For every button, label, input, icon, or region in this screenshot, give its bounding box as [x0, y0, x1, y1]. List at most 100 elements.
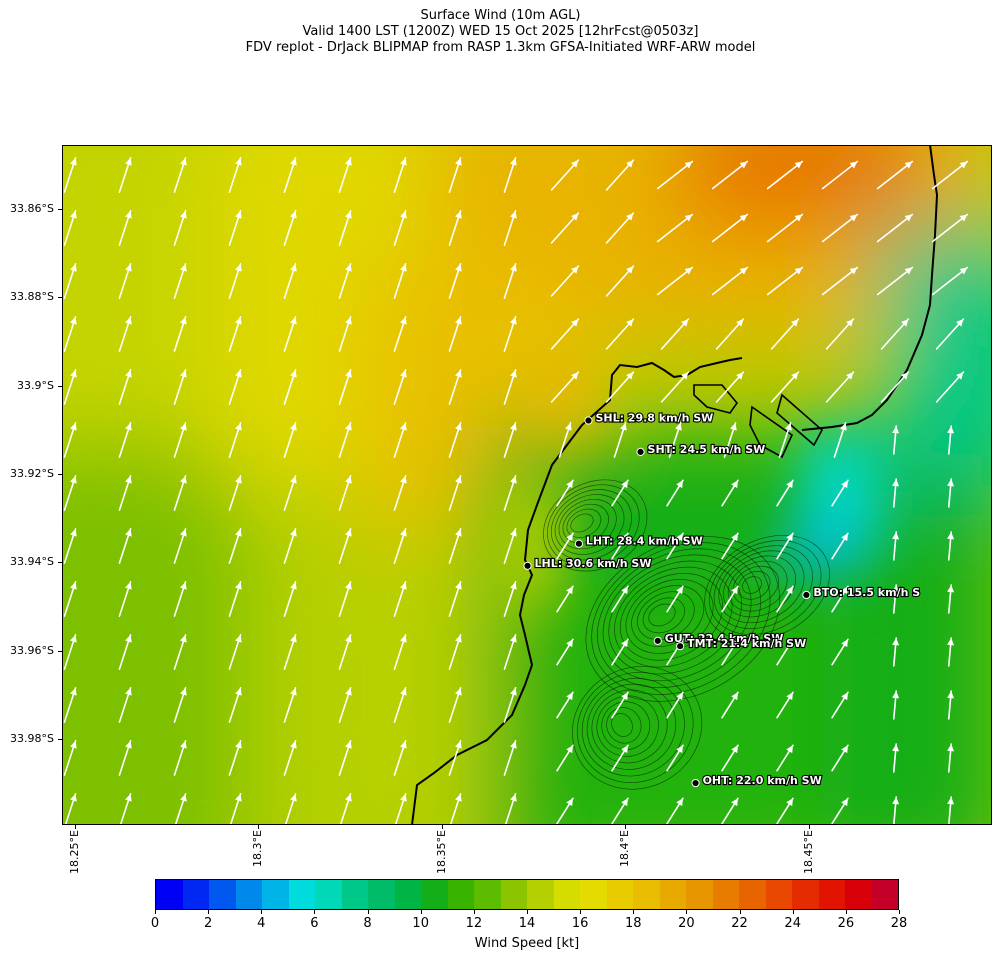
wind-arrow	[611, 479, 629, 507]
wind-arrow	[825, 318, 855, 350]
station-marker[interactable]	[653, 636, 662, 645]
station-oht[interactable]: OHT: 22.0 km/h SW	[691, 773, 823, 788]
wind-map[interactable]: SHL: 29.8 km/h SW SHT: 24.5 km/h SW LHT: 2…	[62, 145, 992, 825]
wind-arrow	[448, 422, 462, 458]
colorbar-tick-label: 10	[412, 916, 429, 931]
wind-arrow	[892, 796, 900, 825]
wind-arrow	[393, 581, 407, 617]
colorbar-tick	[580, 910, 582, 914]
wind-arrow	[550, 265, 580, 297]
station-marker[interactable]	[574, 539, 584, 548]
wind-arrow	[611, 691, 629, 719]
wind-arrow	[228, 475, 242, 511]
station-marker[interactable]	[636, 447, 645, 456]
wind-arrow	[556, 585, 574, 613]
wind-arrow	[503, 634, 517, 670]
colorbar-tick	[899, 910, 900, 914]
wind-arrow	[947, 531, 955, 561]
colorbar-swatch	[262, 880, 289, 909]
wind-arrow	[605, 265, 635, 297]
wind-arrow	[118, 157, 132, 193]
wind-arrow	[776, 479, 794, 507]
wind-arrow	[63, 316, 77, 352]
wind-arrow	[935, 371, 965, 403]
wind-arrow	[394, 793, 407, 825]
station-lhl[interactable]: LHL: 30.6 km/h SW	[523, 556, 653, 571]
wind-arrow	[766, 266, 804, 296]
station-marker[interactable]	[523, 561, 532, 570]
colorbar-tick-label: 26	[837, 916, 855, 931]
terrain-contour	[704, 534, 830, 641]
wind-arrow	[393, 687, 407, 723]
lon-tick	[258, 825, 260, 829]
lat-tick	[58, 562, 62, 564]
wind-arrow	[892, 478, 900, 508]
wind-arrow	[892, 637, 900, 667]
colorbar-tick	[739, 910, 741, 914]
wind-arrow	[338, 581, 352, 617]
station-marker[interactable]	[676, 642, 685, 651]
wind-arrow	[448, 528, 462, 564]
wind-arrow	[228, 422, 242, 458]
colorbar-tick	[314, 910, 316, 914]
wind-arrow	[338, 475, 352, 511]
wind-arrow	[776, 797, 794, 825]
colorbar-tick	[686, 910, 688, 914]
station-marker[interactable]	[584, 416, 593, 425]
colorbar-swatch	[235, 880, 262, 909]
wind-arrow	[776, 638, 794, 666]
wind-arrow	[778, 422, 792, 458]
wind-arrow	[448, 316, 462, 352]
station-gut[interactable]: GUT: 22.4 km/h SW	[653, 631, 784, 646]
wind-arrow	[605, 371, 635, 403]
station-tmt[interactable]: TMT: 21.4 km/h SW	[676, 636, 807, 651]
colorbar-swatch	[739, 880, 766, 909]
wind-arrow	[947, 796, 955, 825]
colorbar-tick-label: 2	[204, 916, 213, 931]
colorbar-swatch	[712, 880, 739, 909]
wind-arrow	[118, 369, 132, 405]
wind-arrow	[721, 797, 739, 825]
wind-arrow	[393, 634, 407, 670]
wind-arrow	[448, 210, 462, 246]
lat-tick	[58, 738, 62, 740]
station-lht[interactable]: LHT: 28.4 km/h SW	[574, 534, 704, 549]
station-shl[interactable]: SHL: 29.8 km/h SW	[584, 410, 714, 426]
wind-arrow	[613, 422, 627, 458]
wind-arrow	[173, 634, 187, 670]
terrain-contour	[581, 677, 685, 777]
station-sht[interactable]: SHT: 24.5 km/h SW	[636, 442, 766, 457]
colorbar-swatch	[315, 880, 342, 909]
wind-arrow	[831, 744, 849, 772]
station-marker[interactable]	[802, 590, 811, 600]
terrain-contour	[585, 536, 780, 702]
wind-arrow	[766, 213, 804, 243]
colorbar-tick-label: 20	[678, 916, 695, 931]
wind-arrow	[173, 528, 187, 564]
wind-arrow	[723, 422, 737, 458]
wind-arrow	[831, 479, 849, 507]
wind-arrow	[228, 634, 242, 670]
colorbar-tick-label: 22	[731, 916, 748, 931]
wind-arrow	[770, 371, 800, 403]
wind-arrow	[666, 691, 684, 719]
station-marker[interactable]	[691, 778, 700, 788]
terrain-contour	[601, 701, 651, 751]
wind-arrow	[338, 687, 352, 723]
lat-tick	[58, 297, 62, 299]
colorbar-swatch	[209, 880, 236, 909]
wind-arrow	[63, 422, 77, 458]
wind-arrow	[831, 691, 849, 719]
wind-arrow	[892, 743, 900, 773]
station-bto[interactable]: BTO: 15.5 km/h S	[802, 585, 921, 600]
coastline	[411, 145, 939, 825]
wind-arrow	[228, 210, 242, 246]
wind-arrow	[63, 475, 77, 511]
wind-arrow	[666, 585, 684, 613]
wind-arrow	[448, 740, 462, 776]
wind-arrow	[283, 369, 297, 405]
wind-arrow	[503, 263, 517, 299]
wind-arrow	[228, 263, 242, 299]
colorbar-swatch	[182, 880, 209, 909]
wind-arrow	[63, 369, 77, 405]
